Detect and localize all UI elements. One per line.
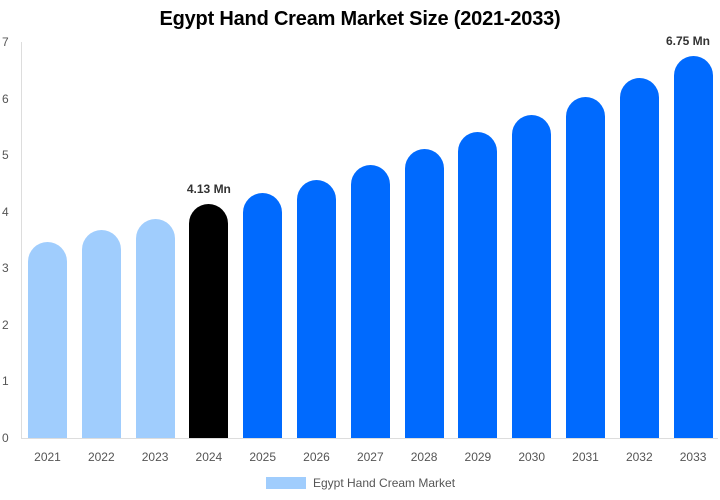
x-tick-label: 2023 [141,450,169,464]
value-label-2033: 6.75 Mn [665,34,710,49]
bar-2033[interactable] [673,56,713,438]
y-tick-label: 4 [2,204,9,219]
x-tick-label: 2027 [356,450,384,464]
y-tick-label: 1 [2,374,9,389]
bar-2029[interactable] [458,131,498,438]
y-tick-label: 6 [2,91,9,106]
y-tick-label: 5 [2,148,9,163]
x-tick-label: 2025 [249,450,277,464]
bar-2027[interactable] [350,165,390,438]
x-tick-label: 2031 [572,450,599,464]
x-tick-label: 2021 [34,450,61,464]
bar-2030[interactable] [512,114,552,438]
x-axis-line [21,438,718,439]
y-tick-label: 2 [2,317,9,332]
y-tick-label: 0 [2,431,9,445]
bar-2032[interactable] [619,78,659,438]
y-tick-label: 7 [2,35,9,49]
bar-2021[interactable] [28,242,67,438]
x-tick-label: 2029 [464,450,492,464]
bar-2025[interactable] [243,193,283,438]
x-tick-label: 2028 [410,450,438,464]
legend[interactable]: Egypt Hand Cream Market [266,476,455,490]
bar-2023[interactable] [135,219,175,438]
x-tick-label: 2022 [87,450,115,464]
x-tick-label: 2030 [518,450,546,464]
legend-swatch [266,477,306,489]
legend-label: Egypt Hand Cream Market [313,476,456,490]
chart-title: Egypt Hand Cream Market Size (2021-2033) [159,8,561,30]
x-tick-label: 2024 [195,450,223,464]
x-tick-label: 2033 [679,450,707,464]
y-tick-label: 3 [2,261,9,276]
x-tick-label: 2032 [625,450,653,464]
bar-2022[interactable] [81,230,121,438]
bar-2028[interactable] [404,148,444,438]
bar-2031[interactable] [566,97,605,438]
value-label-2024: 4.13 Mn [186,182,231,197]
bar-2026[interactable] [297,180,336,438]
bar-2024[interactable] [189,204,229,438]
x-tick-label: 2026 [303,450,330,464]
y-axis-line [21,42,22,439]
